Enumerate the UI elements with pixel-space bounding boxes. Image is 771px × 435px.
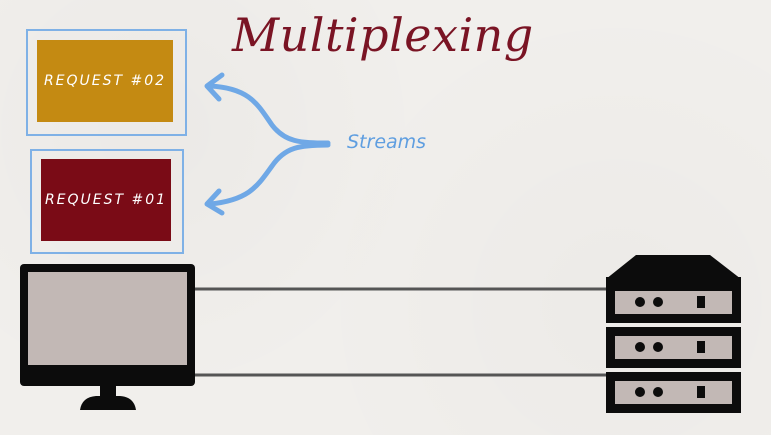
arrowhead-upper [204, 72, 225, 102]
stream-arrow-upper [207, 83, 331, 146]
monitor-icon [20, 264, 195, 410]
arrowhead-lower [204, 188, 225, 216]
request-01-label: REQUEST #01 [44, 192, 168, 208]
diagram-title: Multiplexing [232, 8, 534, 62]
stream-arrow-lower [207, 142, 331, 207]
connection-lines [195, 287, 608, 377]
server-rack-icon [606, 255, 741, 413]
streams-label: Streams [347, 131, 427, 153]
request-02-label: REQUEST #02 [43, 73, 167, 89]
request-02-frame [26, 29, 187, 136]
request-01-box: REQUEST #01 [41, 159, 171, 241]
request-02-box: REQUEST #02 [37, 40, 173, 122]
streams-arrows [204, 72, 331, 216]
request-01-frame [30, 149, 184, 254]
